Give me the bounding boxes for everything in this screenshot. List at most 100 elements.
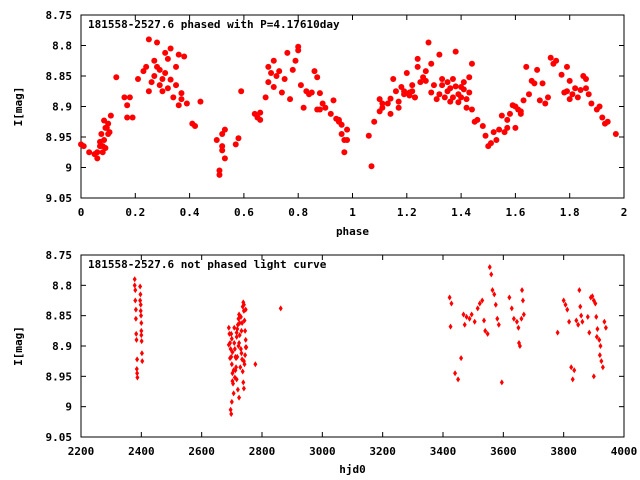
chart-2-data-point (243, 344, 248, 351)
chart-1-data-point (458, 94, 465, 101)
chart-1-data-point (409, 88, 416, 95)
chart-2-data-point (135, 370, 140, 377)
chart-1-data-point (563, 88, 570, 95)
chart-1-data-point (430, 82, 437, 89)
chart-1-data-point (159, 88, 166, 95)
chart-1-data-point (406, 92, 413, 99)
chart-1-data-point (384, 100, 391, 107)
chart-2-data-point (133, 287, 138, 294)
chart-1-y-tick-label: 9.05 (46, 192, 73, 205)
chart-2-data-point (572, 367, 577, 374)
chart-1-data-point (490, 129, 497, 136)
chart-1-data-point (292, 57, 299, 64)
chart-2-data-point (590, 293, 595, 300)
chart-2-x-tick-label: 2200 (68, 445, 95, 458)
chart-1-data-point (460, 86, 467, 93)
chart-2-data-point (139, 332, 144, 339)
chart-2-data-point (489, 271, 494, 278)
chart-2-data-point (135, 356, 140, 363)
chart-2-y-tick-label: 8.9 (52, 340, 72, 353)
chart-2-data-point (133, 306, 138, 313)
chart-1-data-point (140, 68, 147, 75)
chart-1-data-point (316, 90, 323, 97)
chart-1-y-tick-label: 8.9 (52, 101, 72, 114)
chart-1-data-point (99, 149, 106, 156)
chart-2-data-point (449, 300, 454, 307)
chart-1-data-point (124, 114, 131, 121)
chart-1-data-point (106, 129, 113, 136)
chart-1-data-point (428, 89, 435, 96)
chart-1-data-point (105, 120, 112, 127)
chart-2-data-point (139, 327, 144, 334)
chart-2-data-point (228, 355, 233, 362)
chart-1-x-tick-label: 2 (621, 206, 628, 219)
chart-2-data-point (232, 346, 237, 353)
chart-2-y-tick-label: 8.85 (46, 310, 73, 323)
chart-1-data-point (289, 66, 296, 73)
chart-2-data-point (597, 336, 602, 343)
chart-2-data-point (230, 349, 235, 356)
chart-1-data-point (553, 57, 560, 64)
chart-1-data-point (156, 66, 163, 73)
chart-1-data-point (173, 63, 180, 70)
chart-2-data-point (594, 313, 599, 320)
chart-1-data-point (175, 51, 182, 58)
chart-1-data-point (98, 130, 105, 137)
chart-1-data-point (452, 48, 459, 55)
chart-2-data-point (520, 287, 525, 294)
chart-1-data-point (308, 89, 315, 96)
chart-1-data-point (612, 130, 619, 137)
chart-1-x-tick-label: 0 (78, 206, 85, 219)
chart-1-data-point (216, 167, 223, 174)
chart-2-data-point (138, 297, 143, 304)
chart-1-data-point (422, 68, 429, 75)
chart-2-data-point (495, 315, 500, 322)
chart-2-data-point (226, 324, 231, 331)
chart-1-data-point (517, 108, 524, 115)
chart-1-data-point (314, 74, 321, 81)
chart-1-data-point (344, 137, 351, 144)
chart-1-x-tick-label: 0.6 (234, 206, 254, 219)
chart-1-data-point (221, 126, 228, 133)
chart-2-x-tick-label: 2800 (249, 445, 276, 458)
chart-1-x-tick-label: 0.4 (180, 206, 200, 219)
chart-2-data-point (240, 368, 245, 375)
chart-1-data-point (164, 55, 171, 62)
chart-2-data-point (238, 313, 243, 320)
chart-1-x-tick-label: 1.6 (505, 206, 525, 219)
chart-2-data-point (456, 376, 461, 383)
chart-1-data-point (151, 57, 158, 64)
chart-2-plot-frame (80, 254, 625, 438)
chart-1-data-point (338, 121, 345, 128)
chart-1-data-point (338, 130, 345, 137)
chart-1-data-point (539, 80, 546, 87)
chart-2-data-point (487, 264, 492, 271)
chart-1-data-point (392, 88, 399, 95)
chart-1-data-point (447, 85, 454, 92)
chart-1-data-point (401, 88, 408, 95)
chart-1-data-point (436, 91, 443, 98)
chart-2-title: 181558-2527.6 not phased light curve (88, 258, 327, 271)
chart-1-data-point (219, 130, 226, 137)
chart-2-data-point (138, 283, 143, 290)
chart-1-data-point (496, 126, 503, 133)
chart-2-x-tick-label: 3600 (490, 445, 517, 458)
chart-2-data-point (231, 390, 236, 397)
chart-2-data-point (243, 352, 248, 359)
chart-1-data-point (145, 36, 152, 43)
chart-1-data-point (164, 85, 171, 92)
chart-1-data-point (498, 112, 505, 119)
chart-2-data-point (521, 311, 526, 318)
chart-2-y-tick-label: 8.95 (46, 370, 73, 383)
chart-2-data-point (595, 326, 600, 333)
chart-1-data-point (433, 96, 440, 103)
chart-1-data-point (232, 141, 239, 148)
chart-1-data-point (398, 83, 405, 90)
chart-2-data-point (226, 341, 231, 348)
chart-1-data-point (197, 98, 204, 105)
chart-2-data-point (237, 332, 242, 339)
chart-2-data-point (577, 287, 582, 294)
chart-2-data-point (229, 330, 234, 337)
chart-2-data-point (134, 366, 139, 373)
chart-1-data-point (135, 76, 142, 83)
